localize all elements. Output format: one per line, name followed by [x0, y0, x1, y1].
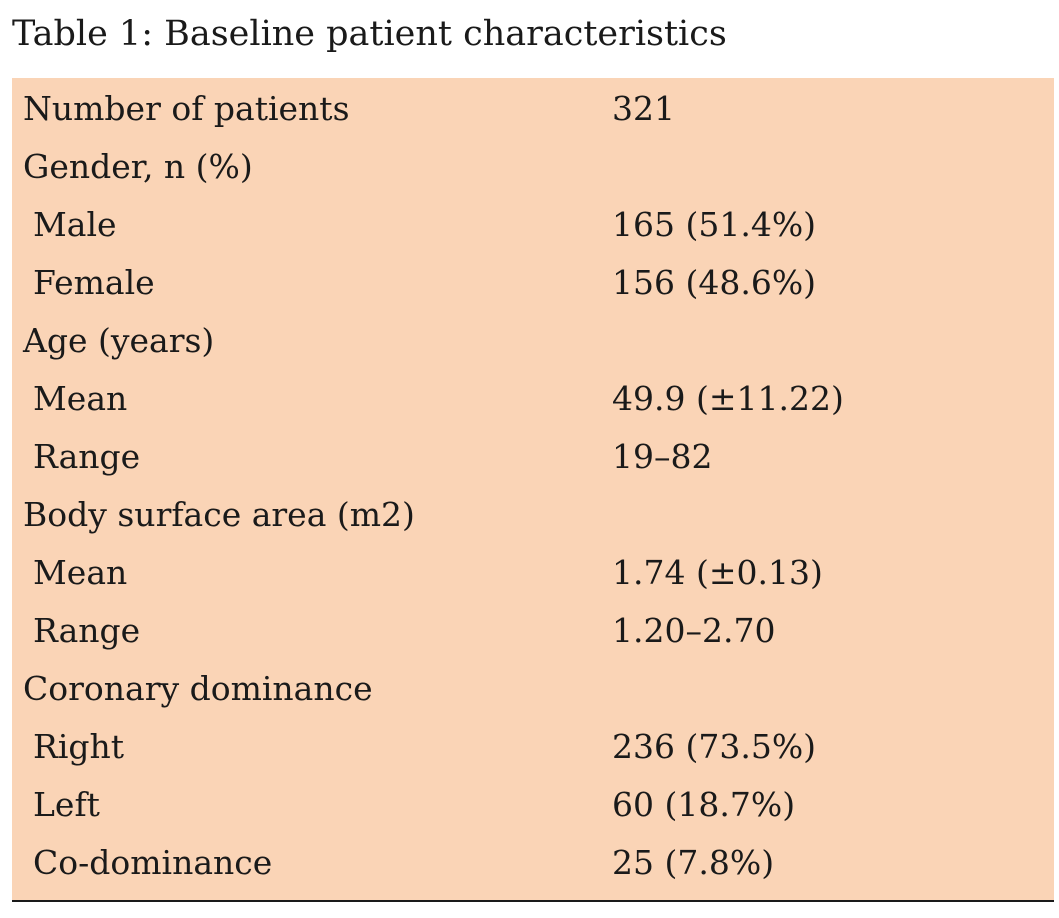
table-row: Range 1.20–2.70 [12, 602, 1054, 660]
row-value: 60 (18.7%) [612, 785, 796, 824]
row-value: 321 [612, 89, 675, 128]
row-label: Left [33, 785, 100, 824]
row-label: Body surface area (m2) [23, 495, 415, 534]
table-row: Co-dominance 25 (7.8%) [12, 834, 1054, 892]
row-value: 156 (48.6%) [612, 263, 817, 302]
row-value: 165 (51.4%) [612, 205, 817, 244]
row-value: 1.20–2.70 [612, 611, 776, 650]
row-label: Range [33, 611, 141, 650]
row-label: Mean [33, 553, 128, 592]
table-row: Body surface area (m2) [12, 486, 1054, 544]
table-row: Gender, n (%) [12, 138, 1054, 196]
row-label: Co-dominance [33, 843, 273, 882]
row-value: 25 (7.8%) [612, 843, 775, 882]
row-value: 49.9 (±11.22) [612, 379, 844, 418]
table-row: Range 19–82 [12, 428, 1054, 486]
row-value: 19–82 [612, 437, 713, 476]
table-row: Male 165 (51.4%) [12, 196, 1054, 254]
row-value: 1.74 (±0.13) [612, 553, 823, 592]
characteristics-table: Number of patients 321 Gender, n (%) Mal… [12, 78, 1054, 902]
row-label: Male [33, 205, 117, 244]
row-label: Coronary dominance [23, 669, 373, 708]
row-label: Range [33, 437, 141, 476]
table-row: Mean 1.74 (±0.13) [12, 544, 1054, 602]
row-value: 236 (73.5%) [612, 727, 817, 766]
table-caption: Table 1: Baseline patient characteristic… [12, 14, 727, 54]
row-label: Female [33, 263, 155, 302]
table-row: Number of patients 321 [12, 80, 1054, 138]
table-row: Left 60 (18.7%) [12, 776, 1054, 834]
table-row: Coronary dominance [12, 660, 1054, 718]
table-row: Age (years) [12, 312, 1054, 370]
table-row: Female 156 (48.6%) [12, 254, 1054, 312]
row-label: Right [33, 727, 125, 766]
row-label: Gender, n (%) [23, 147, 253, 186]
table-row: Mean 49.9 (±11.22) [12, 370, 1054, 428]
table-row: Right 236 (73.5%) [12, 718, 1054, 776]
row-label: Number of patients [23, 89, 350, 128]
row-label: Mean [33, 379, 128, 418]
row-label: Age (years) [23, 321, 215, 360]
